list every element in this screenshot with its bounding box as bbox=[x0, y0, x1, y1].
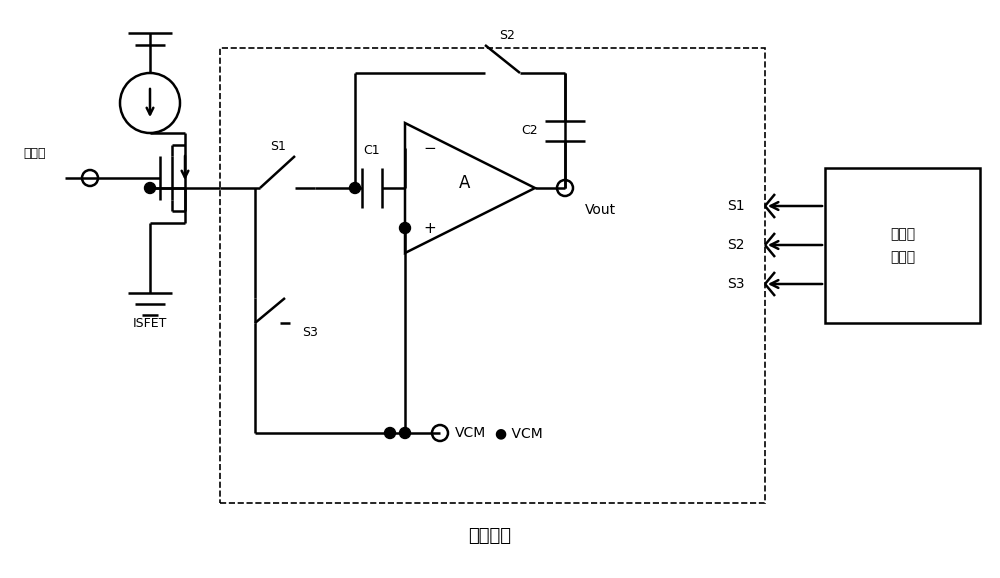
Text: VCM: VCM bbox=[455, 426, 486, 440]
Text: S2: S2 bbox=[728, 238, 745, 252]
Text: S2: S2 bbox=[500, 28, 515, 42]
Text: 时序控
制模块: 时序控 制模块 bbox=[890, 227, 915, 264]
Text: A: A bbox=[459, 174, 471, 192]
Text: +: + bbox=[424, 220, 436, 235]
Text: C1: C1 bbox=[364, 143, 380, 157]
Text: S1: S1 bbox=[727, 199, 745, 213]
Circle shape bbox=[400, 428, 411, 439]
Text: Vout: Vout bbox=[584, 203, 616, 217]
Circle shape bbox=[145, 183, 156, 194]
Text: −: − bbox=[424, 140, 436, 155]
Bar bbox=[825, 168, 980, 323]
Circle shape bbox=[385, 428, 396, 439]
Text: S3: S3 bbox=[728, 277, 745, 291]
Circle shape bbox=[400, 223, 411, 234]
Bar bbox=[220, 48, 765, 503]
Text: S1: S1 bbox=[270, 139, 286, 153]
Text: S3: S3 bbox=[302, 327, 318, 339]
Text: 放大模块: 放大模块 bbox=[469, 527, 512, 545]
Text: ● VCM: ● VCM bbox=[495, 426, 543, 440]
Text: C2: C2 bbox=[522, 124, 538, 137]
Text: ISFET: ISFET bbox=[133, 317, 167, 329]
Text: 悬浮栅: 悬浮栅 bbox=[24, 146, 46, 160]
Circle shape bbox=[350, 183, 361, 194]
Polygon shape bbox=[405, 123, 535, 253]
